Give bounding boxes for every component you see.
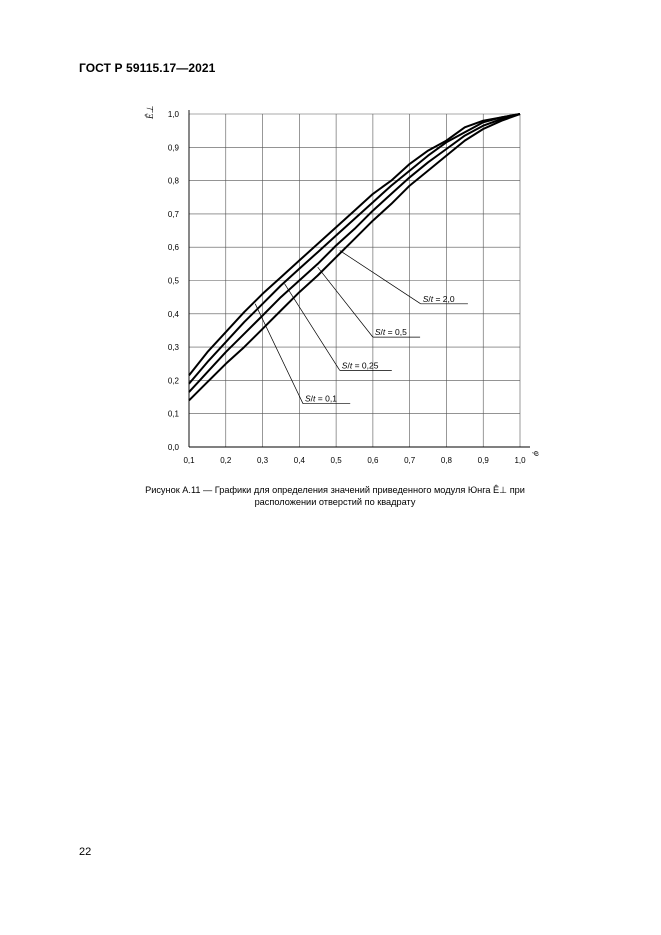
curve-leader-line xyxy=(339,250,421,305)
document-code-header: ГОСТ Р 59115.17—2021 xyxy=(79,61,216,75)
y-tick-label: 0,8 xyxy=(168,177,180,186)
page-number: 22 xyxy=(79,846,92,858)
y-tick-label: 1,0 xyxy=(168,110,180,119)
y-tick-label: 0,2 xyxy=(168,376,180,385)
x-tick-label: 0,6 xyxy=(367,456,379,465)
figure-caption: Рисунок А.11 — Графики для определения з… xyxy=(100,484,570,508)
y-tick-label: 0,0 xyxy=(168,443,180,452)
figure-caption-line-2: расположении отверстий по квадрату xyxy=(254,497,416,507)
x-tick-label: 0,1 xyxy=(183,456,195,465)
x-axis-title: φ xyxy=(532,451,542,456)
x-tick-label: 0,9 xyxy=(478,456,490,465)
y-tick-label: 0,9 xyxy=(168,143,180,152)
series-curve-3 xyxy=(188,113,521,393)
x-tick-label: 0,2 xyxy=(220,456,232,465)
series-curve-1 xyxy=(188,113,521,377)
curve-label: S/t = 2,0 xyxy=(423,294,455,304)
y-tick-label: 0,3 xyxy=(168,343,180,352)
y-tick-label: 0,1 xyxy=(168,410,180,419)
curve-leader-line xyxy=(284,283,341,371)
x-tick-label: 0,3 xyxy=(257,456,269,465)
curve-label: S/t = 0,1 xyxy=(305,394,337,404)
x-tick-label: 0,7 xyxy=(404,456,416,465)
x-tick-label: 1,0 xyxy=(514,456,526,465)
curve-leader-line xyxy=(317,266,374,338)
figure-caption-line-1: Рисунок А.11 — Графики для определения з… xyxy=(145,485,525,495)
y-axis-title: Ê⊥ xyxy=(145,106,155,120)
series-curve-2 xyxy=(188,113,521,385)
y-tick-label: 0,6 xyxy=(168,243,180,252)
y-tick-label: 0,7 xyxy=(168,210,180,219)
curve-leader-line xyxy=(254,303,304,404)
curve-label: S/t = 0,25 xyxy=(342,360,379,370)
y-tick-label: 0,5 xyxy=(168,277,180,286)
curve-label: S/t = 0,5 xyxy=(375,327,407,337)
x-tick-label: 0,4 xyxy=(294,456,306,465)
series-curve-4 xyxy=(188,113,521,402)
x-tick-label: 0,5 xyxy=(331,456,343,465)
y-tick-label: 0,4 xyxy=(168,310,180,319)
x-tick-label: 0,8 xyxy=(441,456,453,465)
